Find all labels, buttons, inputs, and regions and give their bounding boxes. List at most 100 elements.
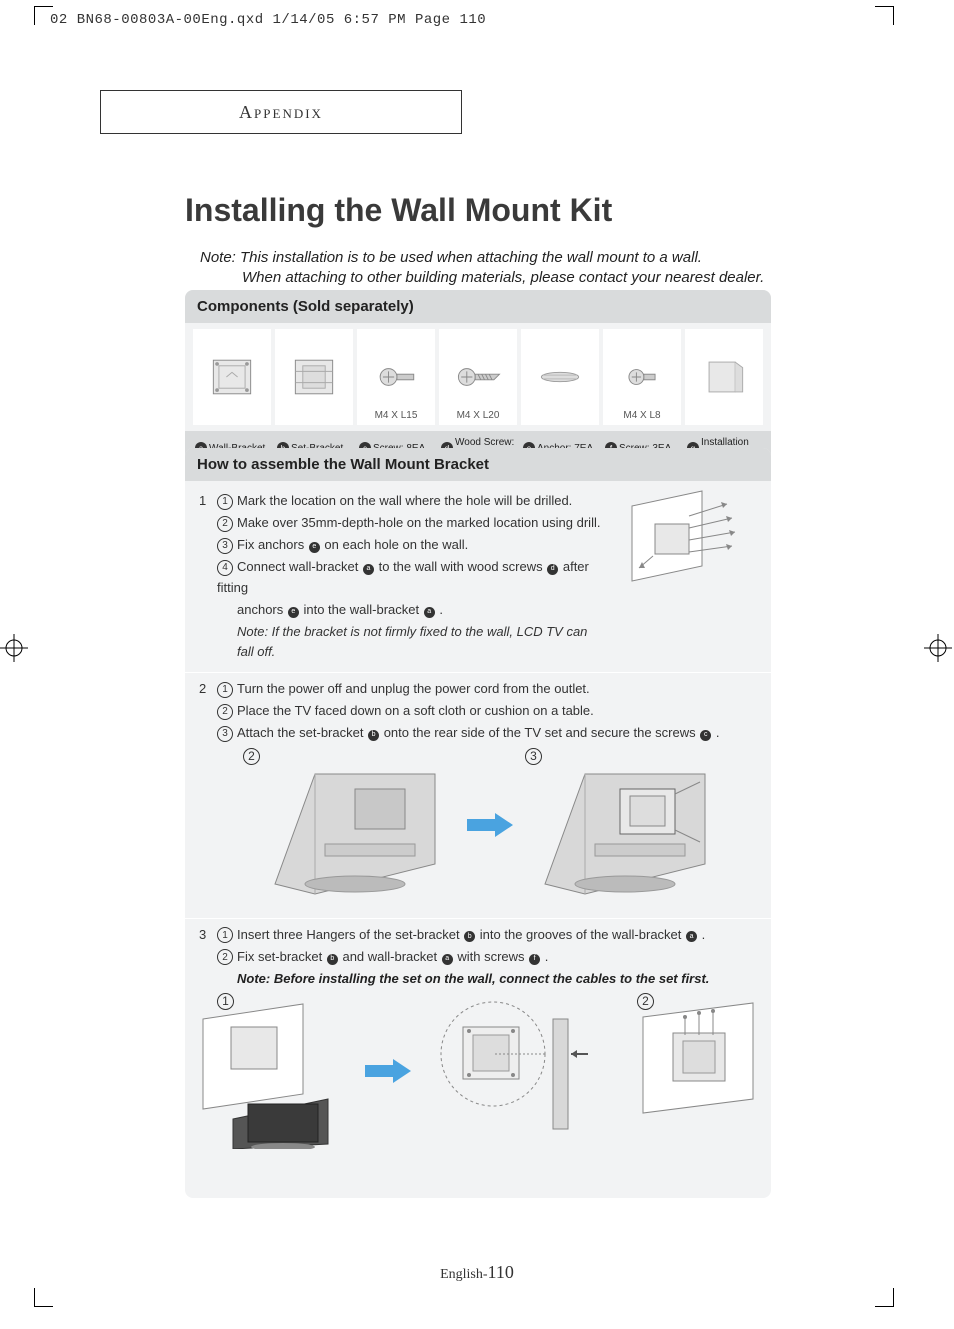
step-text: to the wall with wood screws: [375, 559, 546, 574]
circ-4: 4: [217, 560, 233, 576]
step-text: with screws: [454, 949, 528, 964]
wall-mount-detail-diagram: [423, 999, 623, 1149]
step-text: Fix anchors: [237, 537, 308, 552]
step-3: 3 1 Insert three Hangers of the set-brack…: [199, 925, 757, 991]
circ-1: 1: [217, 494, 233, 510]
bullet-e: e: [288, 607, 299, 618]
step-number: 2: [199, 679, 217, 745]
tv-back-diagram-2: [525, 754, 725, 904]
step3-note: Note: Before installing the set on the w…: [217, 969, 757, 989]
crop-mark: [875, 1288, 894, 1307]
diag-label-1: 1: [217, 993, 234, 1010]
component-sub: M4 X L15: [375, 410, 418, 421]
set-bracket-icon: [286, 349, 342, 405]
page-title: Installing the Wall Mount Kit: [185, 192, 612, 229]
step1-figure: [627, 486, 757, 602]
diag-label-2: 2: [637, 993, 654, 1010]
step-text: anchors: [237, 602, 287, 617]
component-screw-3ea: M4 X L8: [603, 329, 681, 425]
bullet-e: e: [309, 542, 320, 553]
circ-2: 2: [217, 704, 233, 720]
bullet-a: a: [442, 954, 453, 965]
appendix-label: Appendix: [239, 102, 323, 123]
print-header: 02 BN68-00803A-00Eng.qxd 1/14/05 6:57 PM…: [50, 12, 486, 28]
step-text: and wall-bracket: [339, 949, 441, 964]
top-note-line1: Note: This installation is to be used wh…: [200, 248, 764, 268]
bullet-b: b: [368, 730, 379, 741]
step-text: onto the rear side of the TV set and sec…: [380, 725, 699, 740]
bullet-a: a: [686, 931, 697, 942]
bullet-b: b: [327, 954, 338, 965]
top-note: Note: This installation is to be used wh…: [200, 248, 764, 289]
bullet-f: f: [529, 954, 540, 965]
component-sub: M4 X L8: [623, 410, 660, 421]
wall-mount-diagram-1: [193, 999, 353, 1149]
step-text: Fix set-bracket: [237, 949, 326, 964]
step-text: Connect wall-bracket: [237, 559, 362, 574]
circ-1: 1: [217, 927, 233, 943]
circ-1: 1: [217, 682, 233, 698]
step2-diagrams: 2 3: [223, 754, 757, 904]
component-anchor: [521, 329, 599, 425]
screw-icon: [368, 349, 424, 405]
component-sub: M4 X L20: [457, 410, 500, 421]
step-text: .: [541, 949, 548, 964]
bullet-c: c: [700, 730, 711, 741]
step-text: on each hole on the wall.: [321, 537, 468, 552]
top-note-line2: When attaching to other building materia…: [200, 268, 764, 288]
step-text: .: [712, 725, 719, 740]
component-wood-screw: M4 X L20: [439, 329, 517, 425]
registration-mark-icon: [924, 634, 952, 662]
anchor-icon: [532, 349, 588, 405]
step-number: 3: [199, 925, 217, 991]
diag-label-3: 3: [525, 748, 542, 765]
components-grid: M4 X L15 M4 X L20 M4 X L8: [185, 323, 771, 431]
assemble-header: How to assemble the Wall Mount Bracket: [185, 448, 771, 481]
step-text: Attach the set-bracket: [237, 725, 367, 740]
step-text: .: [436, 602, 443, 617]
wood-screw-icon: [450, 349, 506, 405]
tv-back-diagram-1: [255, 754, 455, 904]
guide-icon: [696, 349, 752, 405]
step-number: 1: [199, 491, 217, 664]
step-text: .: [698, 927, 705, 942]
crop-mark: [875, 6, 894, 25]
circ-3: 3: [217, 538, 233, 554]
footer-lang: English-: [440, 1267, 487, 1282]
bullet-b: b: [464, 931, 475, 942]
footer-page-number: 110: [488, 1262, 514, 1282]
screw-small-icon: [614, 349, 670, 405]
section-label-box: Appendix: [100, 90, 462, 134]
page-footer: English-110: [0, 1262, 954, 1283]
component-set-bracket: [275, 329, 353, 425]
diag-label-2: 2: [243, 748, 260, 765]
bullet-a: a: [363, 564, 374, 575]
crop-mark: [34, 1288, 53, 1307]
step-text: Make over 35mm-depth-hole on the marked …: [237, 515, 600, 530]
components-section: Components (Sold separately) M4 X L15 M4…: [185, 290, 771, 465]
wall-bracket-diagram-icon: [627, 486, 757, 596]
circ-2: 2: [217, 949, 233, 965]
step-text: Insert three Hangers of the set-bracket: [237, 927, 463, 942]
assemble-body: 1 1 Mark the location on the wall where t…: [185, 481, 771, 1173]
circ-2: 2: [217, 516, 233, 532]
step-text: Mark the location on the wall where the …: [237, 493, 572, 508]
wall-mount-diagram-2: [633, 999, 773, 1149]
arrow-icon: [465, 811, 515, 845]
bullet-d: d: [547, 564, 558, 575]
step3-diagrams: 1 2: [209, 999, 757, 1149]
step-text: into the wall-bracket: [300, 602, 423, 617]
components-header: Components (Sold separately): [185, 290, 771, 323]
component-wall-bracket: [193, 329, 271, 425]
component-screw-8ea: M4 X L15: [357, 329, 435, 425]
step1-note: Note: If the bracket is not firmly fixed…: [217, 622, 607, 662]
step-text: Place the TV faced down on a soft cloth …: [237, 703, 594, 718]
registration-mark-icon: [0, 634, 28, 662]
wall-bracket-icon: [204, 349, 260, 405]
step-text: into the grooves of the wall-bracket: [476, 927, 685, 942]
arrow-icon: [363, 1057, 413, 1091]
component-install-guide: [685, 329, 763, 425]
circ-3: 3: [217, 726, 233, 742]
step-2: 2 1Turn the power off and unplug the pow…: [199, 679, 757, 745]
assemble-section: How to assemble the Wall Mount Bracket 1…: [185, 448, 771, 1198]
